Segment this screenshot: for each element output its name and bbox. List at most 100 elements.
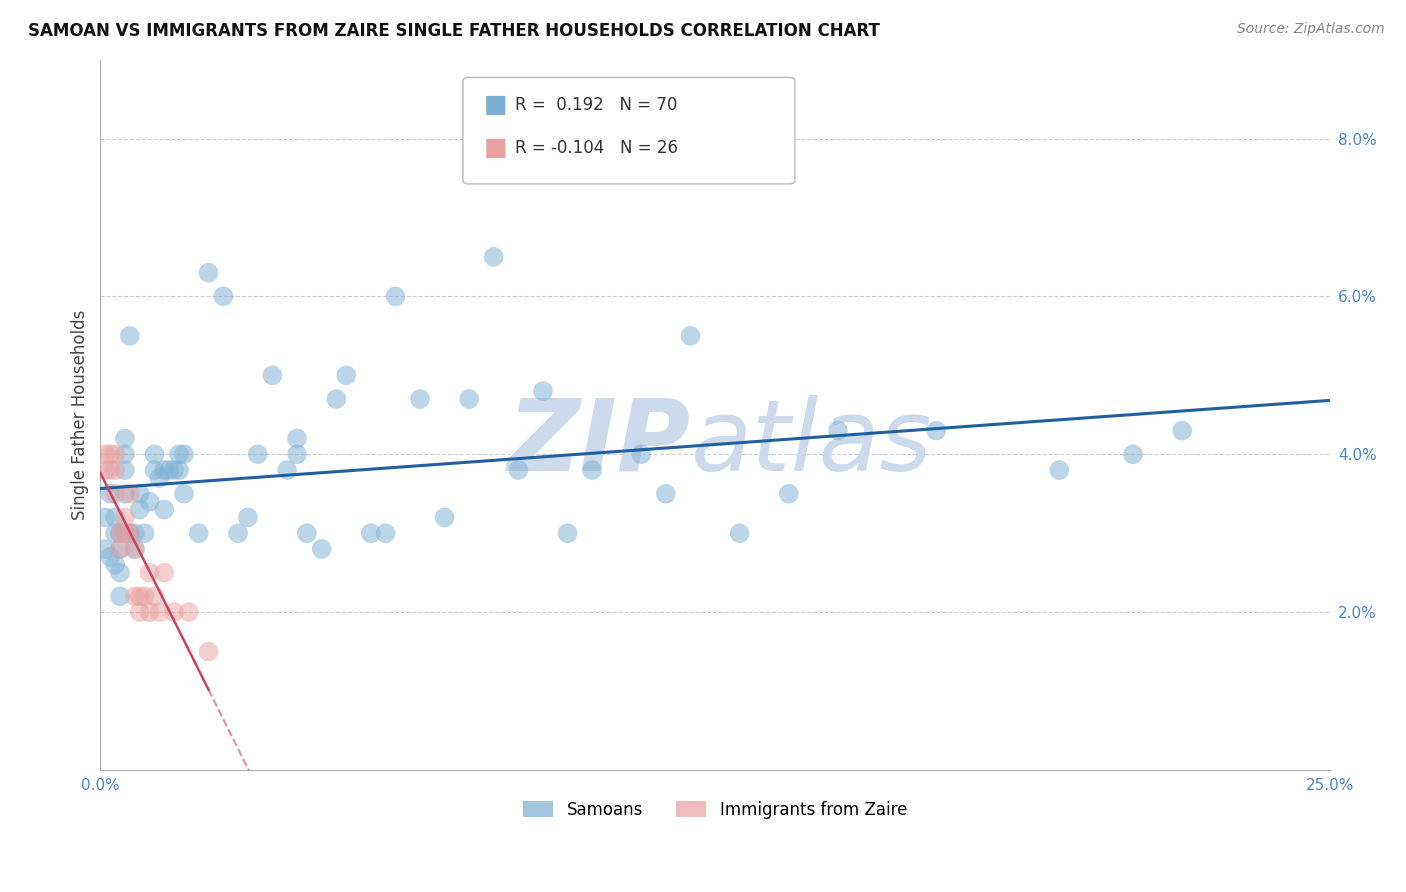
Point	[124, 541, 146, 556]
Legend: Samoans, Immigrants from Zaire: Samoans, Immigrants from Zaire	[516, 794, 914, 826]
Point	[108, 590, 131, 604]
Point	[94, 447, 117, 461]
Point	[114, 510, 136, 524]
Point	[124, 526, 146, 541]
Point	[1171, 424, 1194, 438]
FancyBboxPatch shape	[463, 78, 794, 184]
Point	[143, 447, 166, 461]
Point	[581, 463, 603, 477]
Point	[177, 605, 200, 619]
Point	[212, 289, 235, 303]
Point	[173, 447, 195, 461]
Point	[114, 463, 136, 477]
Point	[458, 392, 481, 406]
Point	[128, 502, 150, 516]
Point	[94, 510, 117, 524]
Point	[98, 549, 121, 564]
Point	[335, 368, 357, 383]
Point	[374, 526, 396, 541]
Point	[98, 487, 121, 501]
Point	[728, 526, 751, 541]
Text: ■: ■	[484, 93, 508, 117]
Point	[167, 447, 190, 461]
Point	[104, 526, 127, 541]
Point	[827, 424, 849, 438]
Point	[157, 463, 180, 477]
Text: atlas: atlas	[690, 395, 932, 491]
Y-axis label: Single Father Households: Single Father Households	[72, 310, 89, 520]
Point	[276, 463, 298, 477]
Point	[226, 526, 249, 541]
Point	[143, 463, 166, 477]
Point	[531, 384, 554, 398]
Point	[153, 463, 176, 477]
Point	[630, 447, 652, 461]
Text: Source: ZipAtlas.com: Source: ZipAtlas.com	[1237, 22, 1385, 37]
Point	[236, 510, 259, 524]
Point	[1122, 447, 1144, 461]
Point	[104, 558, 127, 572]
Point	[114, 526, 136, 541]
Text: ■: ■	[484, 136, 508, 161]
Point	[104, 510, 127, 524]
Point	[104, 487, 127, 501]
Point	[124, 541, 146, 556]
Text: ZIP: ZIP	[508, 395, 690, 491]
Point	[124, 590, 146, 604]
Point	[409, 392, 432, 406]
Point	[108, 526, 131, 541]
Point	[167, 463, 190, 477]
Text: R = -0.104   N = 26: R = -0.104 N = 26	[515, 139, 678, 157]
Point	[134, 526, 156, 541]
Point	[1047, 463, 1070, 477]
Point	[128, 590, 150, 604]
Point	[104, 447, 127, 461]
Point	[197, 644, 219, 658]
Point	[114, 432, 136, 446]
Point	[557, 526, 579, 541]
Point	[143, 590, 166, 604]
Point	[778, 487, 800, 501]
Point	[108, 541, 131, 556]
Point	[163, 463, 186, 477]
Point	[508, 463, 530, 477]
Point	[311, 541, 333, 556]
Point	[134, 590, 156, 604]
Point	[108, 566, 131, 580]
Point	[285, 447, 308, 461]
Point	[433, 510, 456, 524]
Point	[128, 605, 150, 619]
Point	[655, 487, 678, 501]
Point	[118, 487, 141, 501]
Point	[94, 541, 117, 556]
Point	[108, 526, 131, 541]
Point	[925, 424, 948, 438]
Point	[114, 487, 136, 501]
Point	[325, 392, 347, 406]
Point	[173, 487, 195, 501]
Point	[114, 447, 136, 461]
Point	[94, 463, 117, 477]
Point	[482, 250, 505, 264]
Point	[108, 541, 131, 556]
Point	[384, 289, 406, 303]
Point	[104, 463, 127, 477]
Point	[98, 463, 121, 477]
Point	[679, 329, 702, 343]
Point	[153, 566, 176, 580]
Point	[138, 494, 160, 508]
Point	[118, 526, 141, 541]
Point	[360, 526, 382, 541]
Point	[114, 526, 136, 541]
Point	[187, 526, 209, 541]
Point	[128, 487, 150, 501]
Point	[197, 266, 219, 280]
Point	[98, 447, 121, 461]
Text: R =  0.192   N = 70: R = 0.192 N = 70	[515, 96, 678, 114]
Point	[148, 605, 170, 619]
Point	[163, 605, 186, 619]
Point	[153, 502, 176, 516]
Point	[138, 566, 160, 580]
Point	[262, 368, 284, 383]
Point	[138, 605, 160, 619]
